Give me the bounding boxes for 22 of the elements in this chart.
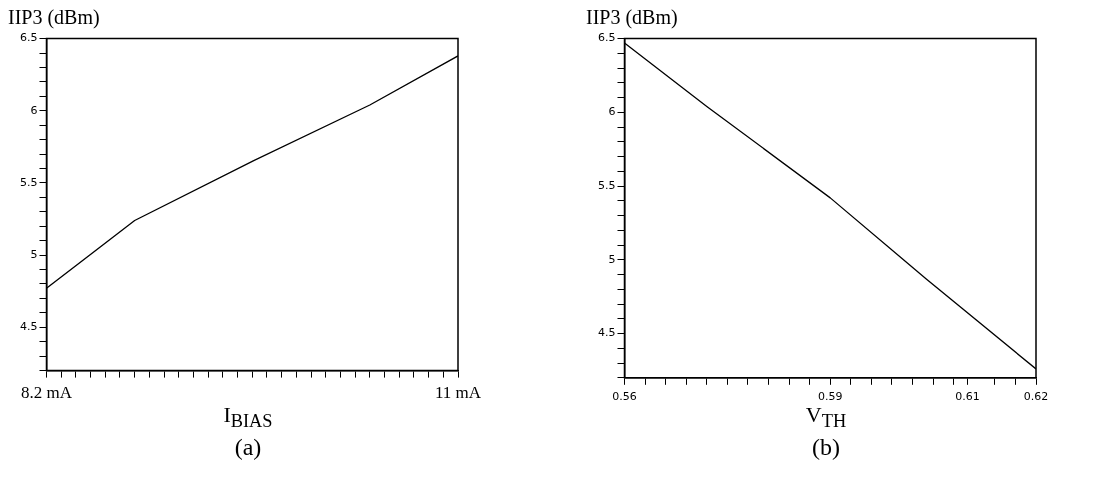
y-tick-label: 6 (608, 105, 616, 119)
y-axis-title: IIP3 (dBm) (8, 6, 100, 29)
y-tick-label: 4.5 (19, 320, 38, 334)
y-tick-label: 6 (30, 103, 38, 117)
y-tick-label: 5 (608, 252, 616, 266)
text: (b) (811, 434, 841, 461)
x-axis-title: I$_{BIAS}$ (222, 402, 274, 433)
x-axis-title: V$_{TH}$ (804, 402, 848, 433)
x-tick-label: 0.61 (955, 390, 980, 404)
y-tick-label: 4.5 (597, 326, 616, 340)
x-tick-label: 0.56 (612, 390, 637, 404)
x-tick-label: 11 mA (434, 383, 482, 403)
y-tick-label: 5.5 (19, 175, 38, 189)
x-tick-label: 8.2 mA (20, 383, 73, 403)
y-tick-label: 6.5 (19, 31, 38, 45)
y-tick-label: 5.5 (597, 178, 616, 192)
y-axis-title: IIP3 (dBm) (586, 6, 678, 29)
x-tick-label: 0.59 (818, 390, 843, 404)
y-tick-label: 5 (30, 247, 38, 261)
text: (a) (233, 434, 263, 461)
y-tick-label: 6.5 (597, 31, 616, 45)
x-tick-label: 0.62 (1023, 390, 1049, 404)
